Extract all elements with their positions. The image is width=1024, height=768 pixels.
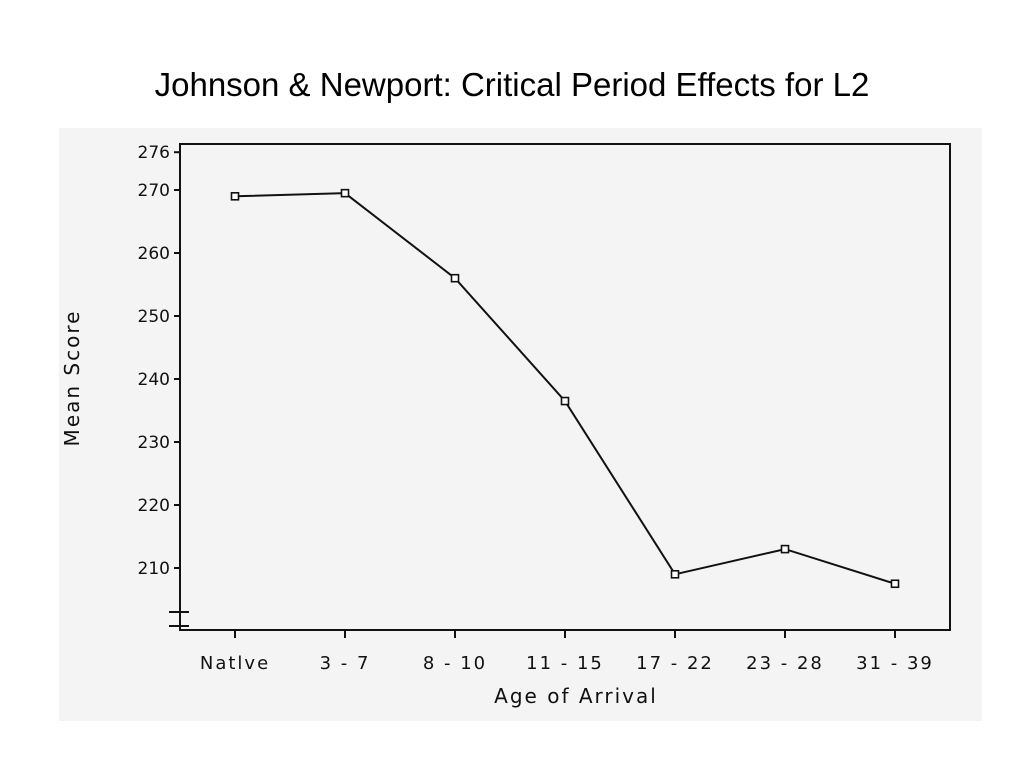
line-chart: 210 220 230 240 250 260 270 276 Natlve 3 - 7 8 - …	[60, 143, 951, 708]
y-tick-label: 276	[138, 143, 170, 163]
x-axis: Natlve 3 - 7 8 - 10 11 - 15 17 - 22 23 - 28 31…	[200, 630, 934, 674]
x-tick-label: 23 - 28	[746, 653, 824, 674]
series-line	[234, 192, 896, 585]
data-point	[890, 579, 900, 589]
y-axis-title: Mean Score	[60, 310, 84, 447]
y-tick-label: 270	[138, 181, 170, 201]
data-point	[670, 569, 680, 579]
axis-break-mark	[169, 611, 189, 627]
x-tick-label: 11 - 15	[526, 653, 604, 674]
x-tick-label: 8 - 10	[423, 653, 487, 674]
x-axis-title: Age of Arrival	[494, 684, 658, 708]
y-tick-label: 240	[138, 370, 170, 390]
data-point	[560, 396, 570, 406]
series-markers	[230, 188, 900, 589]
x-tick-label: 17 - 22	[636, 653, 714, 674]
slide-title: Johnson & Newport: Critical Period Effec…	[154, 66, 870, 103]
data-point	[340, 188, 350, 198]
y-tick-label: 260	[138, 244, 170, 264]
data-point	[230, 192, 240, 201]
y-axis: 210 220 230 240 250 260 270 276	[138, 143, 180, 579]
y-tick-label: 250	[138, 307, 170, 327]
data-point	[450, 273, 460, 283]
y-tick-label: 210	[138, 559, 170, 579]
x-tick-label: 3 - 7	[320, 653, 371, 674]
x-tick-label: 31 - 39	[856, 653, 934, 674]
plot-frame	[179, 143, 951, 631]
y-tick-label: 230	[138, 433, 170, 453]
y-tick-label: 220	[138, 496, 170, 516]
chart-panel: 210 220 230 240 250 260 270 276 Natlve 3 - 7 8 - …	[59, 128, 982, 721]
data-point	[780, 544, 790, 554]
x-tick-label: Natlve	[200, 653, 270, 674]
